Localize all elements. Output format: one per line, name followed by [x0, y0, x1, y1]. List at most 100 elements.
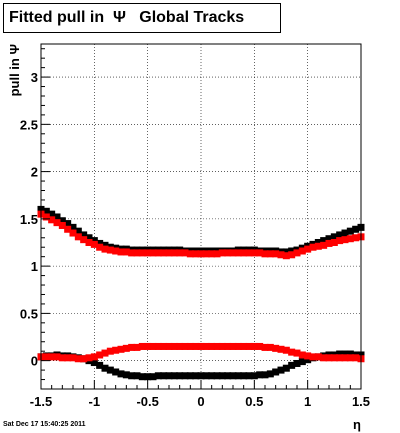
data-point — [154, 249, 162, 257]
data-point — [69, 223, 77, 231]
data-point — [48, 216, 56, 224]
data-point — [341, 236, 349, 244]
axis-ticks — [40, 48, 362, 390]
data-point — [208, 342, 216, 350]
data-point — [192, 250, 200, 258]
data-point — [170, 342, 178, 350]
data-point — [208, 250, 216, 258]
data-point — [336, 237, 344, 245]
data-point — [138, 342, 146, 350]
data-point — [341, 350, 349, 358]
x-tick-label: 0 — [197, 394, 204, 409]
data-point — [288, 348, 296, 356]
data-point — [101, 245, 109, 253]
x-tick-label: -1 — [89, 394, 101, 409]
x-tick-label: -1.5 — [30, 394, 52, 409]
y-tick-label: 2.5 — [20, 117, 38, 132]
data-point — [304, 245, 312, 253]
series-4 — [37, 342, 365, 363]
data-point — [336, 350, 344, 358]
data-point — [128, 343, 136, 351]
data-point — [320, 241, 328, 249]
data-point — [282, 364, 290, 372]
data-point — [341, 229, 349, 237]
data-point — [192, 372, 200, 380]
data-point — [165, 342, 173, 350]
data-point — [352, 354, 360, 362]
x-tick-label: 1.5 — [352, 394, 370, 409]
data-point — [346, 235, 354, 243]
data-point — [336, 354, 344, 362]
series-2 — [37, 210, 365, 260]
data-point — [165, 249, 173, 257]
data-point — [293, 349, 301, 357]
data-point — [101, 241, 109, 249]
data-point — [261, 250, 269, 258]
data-point — [117, 345, 125, 353]
data-point — [80, 355, 88, 363]
x-tick-label: 1 — [304, 394, 311, 409]
data-point — [85, 238, 93, 246]
data-point — [96, 239, 104, 247]
data-point — [112, 346, 120, 354]
data-point — [85, 234, 93, 242]
data-point — [352, 234, 360, 242]
data-point — [309, 353, 317, 361]
data-point — [320, 354, 328, 362]
data-point — [272, 344, 280, 352]
data-point — [309, 243, 317, 251]
grid — [40, 44, 362, 389]
x-tick-label: 0.5 — [245, 394, 263, 409]
data-point — [117, 248, 125, 256]
data-point — [288, 247, 296, 255]
data-point — [341, 354, 349, 362]
data-point — [69, 229, 77, 237]
data-point — [304, 352, 312, 360]
data-point — [90, 359, 98, 367]
data-point — [90, 237, 98, 245]
data-point — [117, 370, 125, 378]
data-point — [80, 231, 88, 239]
data-point — [122, 344, 130, 352]
data-point — [106, 366, 114, 374]
data-point — [197, 342, 205, 350]
data-point — [266, 343, 274, 351]
data-point — [202, 250, 210, 258]
data-point — [128, 249, 136, 257]
data-point — [58, 217, 66, 225]
data-point — [346, 227, 354, 235]
data-point — [181, 372, 189, 380]
data-point — [170, 372, 178, 380]
data-point — [192, 342, 200, 350]
data-point — [250, 342, 258, 350]
data-point — [96, 361, 104, 369]
data-point — [58, 221, 66, 229]
data-point — [320, 237, 328, 245]
data-point — [277, 366, 285, 374]
data-point — [176, 372, 184, 380]
data-point — [213, 250, 221, 258]
x-axis-label: η — [353, 417, 361, 432]
data-point — [256, 249, 264, 257]
x-tick-label: -0.5 — [136, 394, 158, 409]
data-point — [293, 249, 301, 257]
data-point — [128, 372, 136, 380]
data-point — [288, 361, 296, 369]
data-point — [277, 345, 285, 353]
data-point — [42, 207, 50, 215]
data-point — [144, 373, 152, 381]
data-point — [224, 249, 232, 257]
data-point — [96, 243, 104, 251]
data-point — [256, 342, 264, 350]
data-point — [186, 250, 194, 258]
data-point — [170, 249, 178, 257]
tick-labels: -1.5 -1 -0.5 0 0.5 1 1.5 0 0.5 1 1.5 2 2.5 3 — [20, 70, 370, 409]
data-point — [240, 342, 248, 350]
data-point — [234, 372, 242, 380]
data-point — [208, 372, 216, 380]
data-point — [298, 358, 306, 366]
data-point — [250, 372, 258, 380]
data-point — [101, 349, 109, 357]
data-point — [48, 353, 56, 361]
